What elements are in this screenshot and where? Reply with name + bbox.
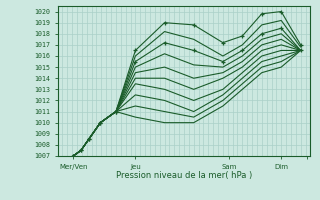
X-axis label: Pression niveau de la mer( hPa ): Pression niveau de la mer( hPa ): [116, 171, 252, 180]
